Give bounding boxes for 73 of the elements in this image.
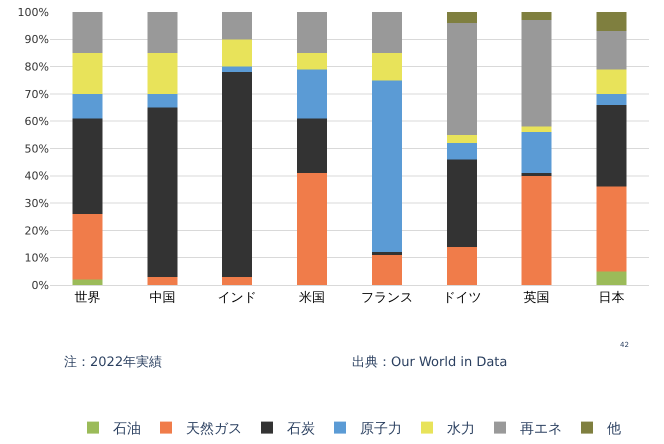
bar <box>72 118 102 214</box>
bar <box>372 252 402 255</box>
bar <box>297 69 328 118</box>
bar <box>522 132 552 174</box>
source-note: 出典：Our World in Data <box>352 355 508 370</box>
x-tick-label: 世界 <box>74 290 100 306</box>
bar <box>522 126 552 132</box>
bar <box>446 134 477 144</box>
bar <box>596 69 627 94</box>
y-tick-label: 70% <box>24 88 49 101</box>
y-tick-label: 50% <box>24 142 49 156</box>
bar <box>72 280 102 285</box>
bar <box>596 271 627 285</box>
bar <box>147 276 178 285</box>
bar <box>72 12 102 53</box>
bar <box>222 66 252 72</box>
y-tick-label: 80% <box>24 60 49 74</box>
legend-label: 原子力 <box>360 421 402 438</box>
legend-label: 水力 <box>447 421 475 438</box>
y-tick-label: 60% <box>24 115 49 128</box>
bar <box>72 94 102 118</box>
y-tick-label: 30% <box>24 196 49 210</box>
legend-label: 再エネ <box>520 421 562 438</box>
bar <box>222 276 252 285</box>
x-tick-label: 中国 <box>149 290 176 306</box>
x-tick-label: フランス <box>360 290 413 306</box>
bar <box>372 52 402 80</box>
bar <box>297 52 328 70</box>
bar <box>147 12 178 53</box>
y-tick-label: 90% <box>24 33 49 46</box>
bar <box>147 94 178 108</box>
bar <box>522 173 552 176</box>
bar <box>72 52 102 94</box>
bar <box>147 52 178 94</box>
bar <box>596 186 627 272</box>
legend-label: 他 <box>607 421 621 438</box>
y-tick-label: 20% <box>24 224 49 238</box>
x-tick-label: 英国 <box>524 290 550 306</box>
bar <box>297 173 328 285</box>
x-tick-label: ドイツ <box>442 290 482 306</box>
y-tick-label: 100% <box>18 6 49 19</box>
bar <box>446 12 477 23</box>
bar <box>522 20 552 127</box>
y-tick-label: 40% <box>24 170 49 183</box>
bar <box>446 159 477 247</box>
bar <box>372 254 402 285</box>
bar <box>446 143 477 160</box>
bar <box>522 12 552 20</box>
bar <box>222 39 252 67</box>
bar <box>297 118 328 174</box>
legend-label: 天然ガス <box>186 421 242 438</box>
bar <box>596 104 627 187</box>
x-tick-label: 米国 <box>299 290 326 306</box>
bar <box>522 176 552 285</box>
legend-label: 石炭 <box>287 421 315 438</box>
bar <box>596 12 627 32</box>
legend-label: 石油 <box>113 421 141 438</box>
y-tick-label: 0% <box>32 278 49 292</box>
bar <box>297 12 328 53</box>
x-tick-label: 日本 <box>598 290 625 306</box>
bar <box>372 80 402 252</box>
bar <box>222 12 252 40</box>
bar <box>147 108 178 277</box>
x-tick-label: インド <box>218 290 257 306</box>
bar <box>596 94 627 105</box>
bar <box>596 31 627 70</box>
y-tick-label: 10% <box>24 252 49 265</box>
bar <box>446 22 477 135</box>
bar <box>72 214 102 280</box>
bar <box>372 12 402 53</box>
bar <box>446 246 477 285</box>
text: 注：2022年実績 <box>64 354 162 370</box>
bar <box>222 72 252 277</box>
